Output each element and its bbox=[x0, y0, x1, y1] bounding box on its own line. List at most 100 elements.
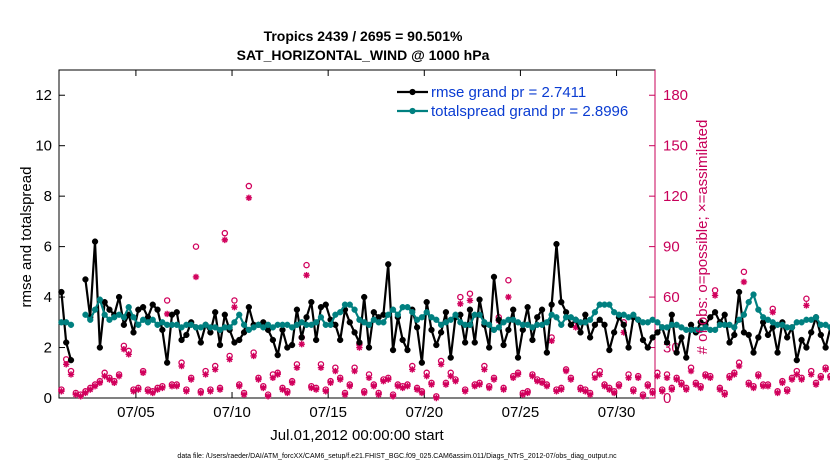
obs-assimilated-marker bbox=[788, 376, 796, 383]
series-point-rmse bbox=[798, 336, 805, 344]
obs-assimilated-marker bbox=[634, 374, 642, 382]
series-point-rmse bbox=[707, 314, 714, 321]
obs-assimilated-marker bbox=[409, 366, 416, 373]
obs-assimilated-marker bbox=[130, 388, 137, 395]
series-point-totalspread bbox=[625, 314, 632, 321]
obs-assimilated-marker bbox=[490, 376, 498, 383]
obs-assimilated-marker bbox=[159, 384, 166, 392]
series-point-totalspread bbox=[413, 316, 421, 323]
y-right-tick-label: 90 bbox=[663, 239, 680, 256]
series-point-totalspread bbox=[702, 324, 709, 331]
series-point-rmse bbox=[437, 329, 445, 336]
series-point-totalspread bbox=[779, 321, 786, 328]
obs-assimilated-marker bbox=[783, 388, 791, 395]
series-point-totalspread bbox=[288, 324, 296, 331]
series-point-totalspread bbox=[269, 324, 277, 331]
series-point-totalspread bbox=[380, 319, 387, 326]
obs-assimilated-marker bbox=[750, 384, 757, 392]
series-point-rmse bbox=[601, 321, 608, 328]
series-point-totalspread bbox=[510, 316, 517, 323]
obs-assimilated-marker bbox=[418, 389, 426, 397]
obs-assimilated-marker bbox=[322, 388, 329, 395]
series-point-totalspread bbox=[548, 311, 555, 318]
series-point-totalspread bbox=[798, 319, 805, 326]
obs-assimilated-marker bbox=[534, 377, 541, 385]
series-point-totalspread bbox=[130, 314, 137, 321]
series-point-rmse bbox=[63, 339, 70, 346]
obs-assimilated-marker bbox=[606, 386, 613, 393]
obs-assimilated-marker bbox=[716, 386, 724, 393]
series-point-rmse bbox=[303, 314, 310, 321]
series-point-rmse bbox=[683, 354, 690, 361]
series-point-totalspread bbox=[606, 301, 613, 308]
x-tick-label: 07/15 bbox=[309, 404, 347, 421]
obs-assimilated-marker bbox=[279, 386, 286, 393]
series-point-totalspread bbox=[264, 321, 272, 328]
series-point-rmse bbox=[678, 334, 685, 341]
series-point-rmse bbox=[764, 331, 772, 339]
obs-possible-marker bbox=[163, 297, 171, 304]
series-point-totalspread bbox=[91, 306, 99, 313]
obs-assimilated-marker bbox=[692, 381, 700, 388]
series-point-rmse bbox=[428, 326, 435, 334]
y-left-tick-label: 4 bbox=[44, 289, 52, 306]
series-point-totalspread bbox=[173, 321, 180, 328]
obs-assimilated-marker bbox=[332, 367, 339, 375]
obs-assimilated-marker bbox=[644, 383, 651, 390]
series-point-rmse bbox=[740, 329, 748, 336]
obs-assimilated-marker bbox=[82, 389, 89, 397]
series-point-totalspread bbox=[466, 321, 474, 328]
obs-assimilated-marker bbox=[702, 372, 709, 380]
series-point-totalspread bbox=[759, 314, 767, 321]
series-point-rmse bbox=[466, 306, 474, 313]
series-point-totalspread bbox=[159, 319, 166, 326]
series-point-rmse bbox=[82, 276, 89, 283]
obs-assimilated-marker bbox=[96, 379, 104, 387]
series-point-rmse bbox=[168, 311, 176, 318]
series-point-rmse bbox=[803, 344, 810, 351]
legend-label: rmse grand pr = 2.7411 bbox=[431, 84, 586, 101]
obs-assimilated-marker bbox=[562, 367, 570, 375]
series-point-rmse bbox=[486, 344, 493, 351]
series-point-rmse bbox=[221, 311, 228, 318]
series-point-rmse bbox=[91, 238, 99, 245]
series-point-totalspread bbox=[188, 321, 195, 328]
series-point-rmse bbox=[639, 336, 647, 344]
obs-possible-marker bbox=[711, 287, 719, 294]
obs-assimilated-marker bbox=[798, 376, 805, 383]
series-point-totalspread bbox=[678, 324, 685, 331]
obs-assimilated-marker bbox=[293, 364, 301, 371]
obs-assimilated-marker bbox=[822, 366, 829, 373]
obs-assimilated-marker bbox=[58, 388, 65, 395]
obs-assimilated-marker bbox=[437, 361, 445, 368]
series-point-totalspread bbox=[63, 319, 70, 326]
series-point-rmse bbox=[351, 329, 358, 336]
series-point-totalspread bbox=[115, 311, 123, 318]
obs-assimilated-marker bbox=[678, 381, 685, 388]
x-tick-label: 07/30 bbox=[598, 404, 636, 421]
obs-assimilated-marker bbox=[620, 329, 627, 336]
obs-assimilated-marker bbox=[759, 383, 767, 390]
obs-assimilated-marker bbox=[625, 374, 632, 382]
series-point-rmse bbox=[538, 306, 546, 313]
chart-title-line2: SAT_HORIZONTAL_WIND @ 1000 hPa bbox=[237, 47, 490, 63]
series-point-rmse bbox=[312, 336, 320, 344]
series-point-totalspread bbox=[423, 309, 430, 316]
obs-assimilated-marker bbox=[567, 376, 575, 383]
obs-assimilated-marker bbox=[524, 389, 531, 397]
series-point-rmse bbox=[298, 334, 305, 341]
obs-assimilated-marker bbox=[149, 389, 156, 397]
series-point-rmse bbox=[135, 306, 142, 313]
series-point-totalspread bbox=[409, 309, 416, 316]
series-point-totalspread bbox=[385, 311, 392, 318]
obs-assimilated-marker bbox=[67, 371, 75, 378]
obs-assimilated-marker bbox=[476, 381, 483, 388]
series-point-totalspread bbox=[361, 319, 368, 326]
legend-marker bbox=[409, 88, 416, 96]
series-point-rmse bbox=[476, 296, 483, 303]
series-point-totalspread bbox=[731, 324, 738, 331]
obs-assimilated-marker bbox=[793, 371, 800, 378]
series-point-rmse bbox=[245, 304, 253, 311]
obs-assimilated-marker bbox=[91, 383, 99, 390]
